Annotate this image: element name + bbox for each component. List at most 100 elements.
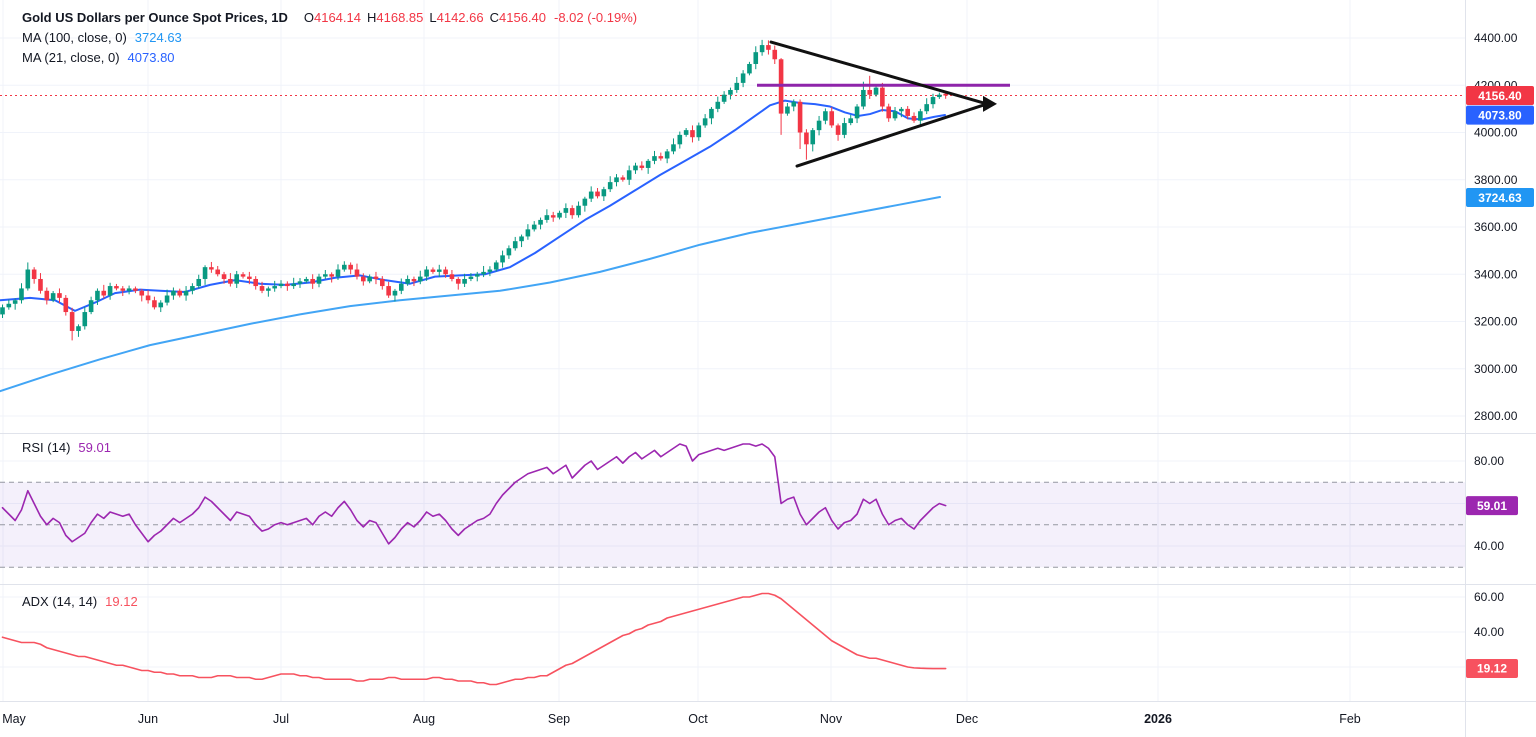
- candle[interactable]: [69, 312, 75, 331]
- candle[interactable]: [253, 278, 258, 287]
- candle[interactable]: [25, 269, 31, 289]
- candle[interactable]: [177, 290, 183, 296]
- candle[interactable]: [734, 82, 740, 90]
- candle[interactable]: [905, 108, 910, 116]
- candle[interactable]: [76, 326, 81, 331]
- candle[interactable]: [82, 312, 88, 327]
- rsi-line[interactable]: [1, 443, 947, 545]
- candle[interactable]: [563, 208, 569, 213]
- candle[interactable]: [696, 125, 702, 138]
- candle[interactable]: [747, 63, 752, 74]
- candle[interactable]: [576, 205, 581, 216]
- candle[interactable]: [95, 290, 100, 301]
- candle[interactable]: [266, 288, 271, 291]
- candle[interactable]: [943, 93, 948, 96]
- candle[interactable]: [512, 241, 518, 249]
- candle[interactable]: [892, 111, 898, 119]
- candle[interactable]: [519, 236, 524, 242]
- candle[interactable]: [607, 182, 613, 190]
- candle[interactable]: [664, 151, 670, 159]
- candle[interactable]: [272, 286, 277, 289]
- rsi-legend-row[interactable]: RSI (14) 59.01: [22, 440, 111, 455]
- candle[interactable]: [588, 191, 594, 199]
- candle[interactable]: [145, 295, 151, 301]
- candle[interactable]: [196, 278, 202, 287]
- candle[interactable]: [721, 94, 727, 102]
- candle[interactable]: [88, 300, 94, 313]
- candle[interactable]: [481, 271, 486, 275]
- candle[interactable]: [918, 111, 923, 121]
- candle[interactable]: [291, 283, 296, 287]
- candle[interactable]: [531, 224, 537, 230]
- candle[interactable]: [867, 89, 873, 95]
- candle[interactable]: [462, 278, 467, 284]
- price-axis-area[interactable]: [1466, 0, 1536, 701]
- triangle-lower-trendline[interactable]: [795, 102, 989, 168]
- candle[interactable]: [785, 106, 790, 114]
- candle[interactable]: [823, 111, 828, 121]
- candle[interactable]: [449, 274, 455, 279]
- candle[interactable]: [285, 283, 290, 287]
- candle[interactable]: [19, 288, 24, 301]
- candle[interactable]: [259, 286, 265, 291]
- candle[interactable]: [569, 208, 575, 216]
- candle[interactable]: [0, 307, 5, 315]
- candle[interactable]: [152, 300, 157, 308]
- candle[interactable]: [835, 125, 841, 135]
- candle[interactable]: [316, 276, 322, 284]
- candle[interactable]: [114, 286, 119, 289]
- candle[interactable]: [690, 130, 695, 138]
- candle[interactable]: [582, 198, 588, 206]
- candle[interactable]: [753, 52, 759, 64]
- candle[interactable]: [323, 274, 328, 277]
- candle[interactable]: [329, 274, 334, 277]
- candle[interactable]: [342, 264, 347, 270]
- candle[interactable]: [50, 293, 56, 301]
- candle[interactable]: [525, 229, 531, 237]
- candle[interactable]: [183, 290, 189, 296]
- candle[interactable]: [544, 215, 550, 220]
- candle[interactable]: [411, 278, 417, 282]
- candle[interactable]: [228, 278, 233, 284]
- candle[interactable]: [202, 267, 208, 279]
- candle[interactable]: [304, 278, 309, 282]
- candle[interactable]: [759, 45, 765, 53]
- candle[interactable]: [930, 97, 936, 105]
- candle[interactable]: [766, 45, 771, 50]
- candle[interactable]: [120, 288, 126, 291]
- candle[interactable]: [424, 269, 429, 277]
- candle[interactable]: [671, 144, 676, 152]
- adx-line[interactable]: [1, 592, 947, 686]
- candle[interactable]: [209, 267, 214, 270]
- candle[interactable]: [557, 212, 562, 218]
- candle[interactable]: [392, 290, 398, 296]
- candle[interactable]: [443, 269, 448, 275]
- candle[interactable]: [639, 165, 645, 168]
- candle[interactable]: [804, 132, 809, 145]
- candle[interactable]: [234, 274, 240, 284]
- candle[interactable]: [728, 89, 733, 95]
- candle[interactable]: [474, 274, 480, 277]
- candle[interactable]: [899, 108, 904, 112]
- candle[interactable]: [133, 288, 138, 291]
- candle[interactable]: [493, 262, 499, 270]
- candle[interactable]: [791, 101, 797, 107]
- candle[interactable]: [354, 269, 360, 277]
- candle[interactable]: [164, 295, 170, 303]
- candle[interactable]: [626, 170, 632, 180]
- candle[interactable]: [702, 118, 708, 126]
- triangle-apex-arrow[interactable]: [983, 95, 997, 112]
- candle[interactable]: [601, 189, 607, 197]
- candle[interactable]: [842, 123, 847, 135]
- candle[interactable]: [683, 130, 689, 135]
- adx-legend-row[interactable]: ADX (14, 14) 19.12: [22, 594, 138, 609]
- candle[interactable]: [550, 215, 556, 218]
- candle[interactable]: [348, 264, 353, 270]
- candle[interactable]: [297, 281, 303, 284]
- candle[interactable]: [335, 269, 341, 277]
- candle[interactable]: [620, 177, 626, 180]
- candle[interactable]: [500, 255, 505, 263]
- candle[interactable]: [658, 156, 664, 159]
- ma100-legend-row[interactable]: MA (100, close, 0) 3724.63: [22, 28, 637, 48]
